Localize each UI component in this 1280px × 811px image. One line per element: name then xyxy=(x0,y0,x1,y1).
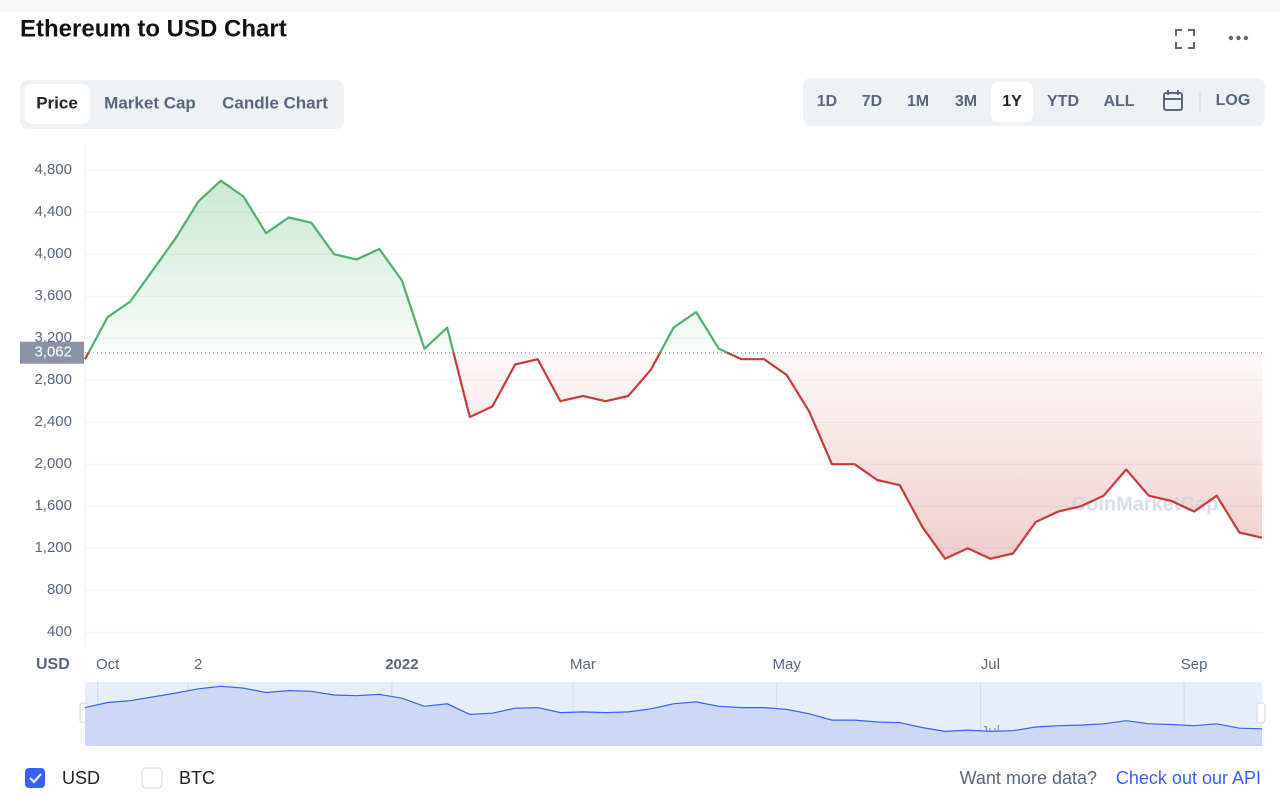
currency-label[interactable]: USD xyxy=(62,768,100,788)
tab-group xyxy=(20,80,344,129)
tab[interactable]: Candle Chart xyxy=(222,93,328,112)
check-mark xyxy=(29,773,42,784)
range-button[interactable]: ALL xyxy=(1103,93,1134,110)
x-tick-label: Mar xyxy=(570,656,596,673)
currency-label[interactable]: BTC xyxy=(179,768,215,788)
tab-active-bg xyxy=(25,84,90,124)
navigator-area xyxy=(85,686,1262,746)
y-tick-label: 400 xyxy=(47,623,72,640)
range-button[interactable]: 1Y xyxy=(1002,93,1022,110)
range-button[interactable]: 3M xyxy=(955,93,977,110)
watermark: CoinMarketCap xyxy=(1072,493,1219,515)
range-button[interactable]: YTD xyxy=(1047,93,1079,110)
checkbox-checked[interactable] xyxy=(25,768,45,788)
y-tick-label: 800 xyxy=(47,581,72,598)
navigator-line xyxy=(84,685,1263,733)
range-active-bg xyxy=(991,82,1033,122)
more-icon[interactable] xyxy=(1228,35,1249,41)
x-tick-label: Oct xyxy=(96,656,120,673)
range-button[interactable]: 7D xyxy=(862,93,882,110)
y-tick-label: 2,400 xyxy=(34,413,72,430)
y-tick-label: 1,600 xyxy=(34,497,72,514)
y-tick-label: 4,000 xyxy=(34,245,72,262)
checkbox[interactable] xyxy=(141,767,163,789)
calendar-icon[interactable] xyxy=(1163,90,1183,111)
top-strip xyxy=(0,0,1280,12)
y-tick-label: 2,800 xyxy=(34,371,72,388)
title: Ethereum to USD Chart xyxy=(20,15,287,42)
navigator-handle[interactable] xyxy=(1256,702,1266,724)
axis-label: USD xyxy=(36,656,70,673)
x-tick-label: 2022 xyxy=(385,656,418,673)
tab[interactable]: Price xyxy=(36,93,78,112)
y-tick-label: 4,800 xyxy=(34,161,72,178)
x-tick-label: Jul xyxy=(981,656,1000,673)
log-button[interactable]: LOG xyxy=(1216,92,1251,109)
area xyxy=(85,180,1262,559)
range-button[interactable]: 1M xyxy=(907,93,929,110)
reference-label: 3,062 xyxy=(34,344,72,361)
y-tick-label: 3,600 xyxy=(34,287,72,304)
range-group xyxy=(803,78,1265,126)
x-tick-label: May xyxy=(773,656,802,673)
api-link[interactable]: Check out our API xyxy=(1116,768,1261,788)
y-tick-label: 4,400 xyxy=(34,203,72,220)
range-button[interactable]: 1D xyxy=(817,93,837,110)
x-tick-label: Sep xyxy=(1181,656,1208,673)
reference-badge xyxy=(20,341,84,364)
y-tick-label: 1,200 xyxy=(34,539,72,556)
price-line xyxy=(84,179,1263,560)
fullscreen-icon[interactable] xyxy=(1175,29,1195,49)
y-tick-label: 2,000 xyxy=(34,455,72,472)
tab[interactable]: Market Cap xyxy=(104,93,196,112)
x-tick-label: 2 xyxy=(194,656,202,673)
more-text: Want more data? xyxy=(960,768,1097,788)
